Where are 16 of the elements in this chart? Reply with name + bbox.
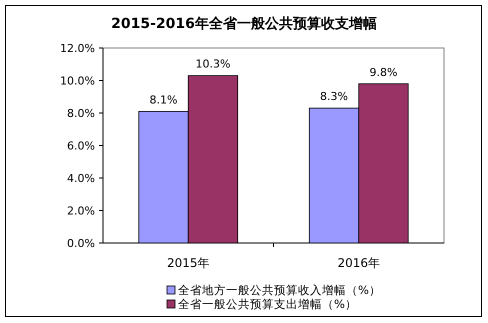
y-tick-label: 6.0%: [67, 140, 95, 152]
legend-label: 全省一般公共预算支出增幅（%）: [178, 297, 357, 311]
x-tick-label: 2016年: [337, 256, 380, 270]
y-tick-label: 12.0%: [60, 42, 95, 55]
y-tick-label: 2.0%: [67, 204, 95, 218]
data-label: 8.3%: [320, 90, 348, 104]
chart-title: 2015-2016年全省一般公共预算收支增幅: [111, 16, 377, 32]
y-tick-label: 4.0%: [67, 172, 95, 185]
legend-label: 全省地方一般公共预算收入增幅（%）: [178, 283, 381, 297]
data-label: 9.8%: [369, 66, 398, 79]
data-label: 8.1%: [150, 93, 178, 106]
x-tick-label: 2015年: [166, 256, 210, 270]
y-tick-label: 0.0%: [67, 237, 95, 250]
y-tick-label: 10.0%: [60, 74, 95, 88]
y-tick-label: 8.0%: [67, 107, 95, 120]
data-label: 10.3%: [195, 58, 230, 71]
